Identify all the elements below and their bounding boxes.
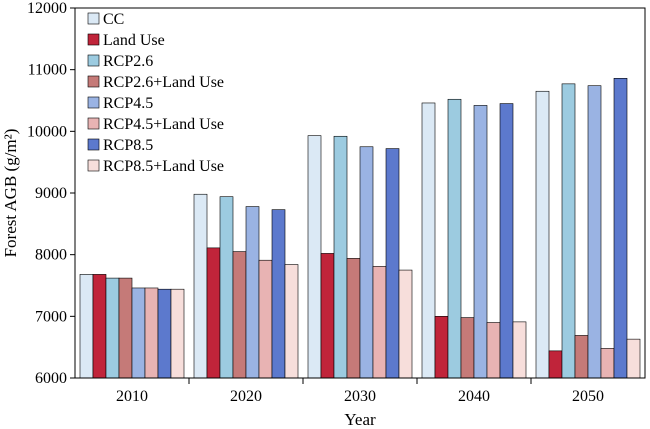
bar-2020-5 <box>245 206 260 379</box>
bar-2030-2 <box>320 253 335 379</box>
x-tick-label: 2030 <box>344 388 376 405</box>
bar-2020-6 <box>258 259 273 379</box>
x-tick-label: 2040 <box>458 388 490 405</box>
bar-2010-4 <box>118 277 133 379</box>
bar-2050-7 <box>613 78 628 379</box>
bar-2040-3 <box>447 98 462 379</box>
legend-label: RCP2.6+Land Use <box>103 74 224 91</box>
legend-swatch <box>87 12 100 25</box>
bar-2030-7 <box>385 148 400 379</box>
bar-2050-3 <box>561 83 576 379</box>
bar-2010-1 <box>79 274 94 379</box>
bar-2010-2 <box>92 274 107 379</box>
bar-2050-5 <box>587 85 602 379</box>
legend-swatch <box>87 159 100 172</box>
bar-2040-5 <box>473 105 488 379</box>
bar-2030-4 <box>346 258 361 379</box>
bar-2030-1 <box>307 135 322 379</box>
legend: CC Land Use RCP2.6 RCP2.6+Land Use RCP4.5 RCP… <box>87 11 224 175</box>
y-tick-label: 6000 <box>35 370 67 387</box>
bar-2040-8 <box>512 321 527 379</box>
legend-label: CC <box>103 11 124 28</box>
legend-swatch <box>87 138 100 151</box>
bar-2030-3 <box>333 135 348 379</box>
bar-2020-4 <box>232 251 247 379</box>
legend-swatch <box>87 33 100 46</box>
bar-2050-2 <box>548 350 563 379</box>
legend-swatch <box>87 96 100 109</box>
bar-2020-8 <box>284 264 299 379</box>
bar-2050-6 <box>600 348 615 379</box>
legend-label: RCP8.5 <box>103 137 153 154</box>
bar-2040-4 <box>460 317 475 379</box>
bar-2010-6 <box>144 287 159 379</box>
bar-2010-3 <box>105 277 120 379</box>
y-axis-title: Forest AGB (g/m²) <box>1 129 20 258</box>
y-tick-label: 9000 <box>35 185 67 202</box>
bar-2030-6 <box>372 266 387 379</box>
legend-swatch <box>87 75 100 88</box>
bar-2030-8 <box>398 269 413 379</box>
bar-2040-1 <box>421 102 436 379</box>
y-tick-label: 11000 <box>28 62 67 79</box>
bars <box>79 78 641 379</box>
bar-2010-8 <box>170 288 185 379</box>
bar-2020-3 <box>219 196 234 379</box>
bar-2010-5 <box>131 287 146 379</box>
y-tick-label: 8000 <box>35 247 67 264</box>
bar-2050-8 <box>626 338 641 379</box>
x-tick-label: 2010 <box>116 388 148 405</box>
y-axis: 6000 7000 8000 9000 10000 11000 12000 <box>27 0 75 387</box>
legend-label: RCP4.5 <box>103 95 153 112</box>
legend-label: RCP4.5+Land Use <box>103 116 224 133</box>
bar-2040-7 <box>499 103 514 379</box>
legend-label: Land Use <box>103 32 165 49</box>
legend-swatch <box>87 117 100 130</box>
y-tick-label: 12000 <box>27 0 67 17</box>
bar-2050-1 <box>535 90 550 379</box>
y-tick-label: 10000 <box>27 123 67 140</box>
bar-2020-7 <box>271 209 286 379</box>
legend-label: RCP2.6 <box>103 53 153 70</box>
x-tick-label: 2020 <box>230 388 262 405</box>
x-axis-title: Year <box>344 410 376 429</box>
legend-swatch <box>87 54 100 67</box>
y-tick-label: 7000 <box>35 308 67 325</box>
bar-2010-7 <box>157 288 172 379</box>
bar-2050-4 <box>574 335 589 379</box>
bar-2040-6 <box>486 322 501 379</box>
bar-2020-2 <box>206 247 221 379</box>
bar-2030-5 <box>359 146 374 379</box>
x-axis: 2010 2020 2030 2040 2050 <box>116 378 604 405</box>
legend-label: RCP8.5+Land Use <box>103 158 224 175</box>
bar-2040-2 <box>434 316 449 379</box>
x-tick-label: 2050 <box>572 388 604 405</box>
bar-2020-1 <box>193 193 208 379</box>
